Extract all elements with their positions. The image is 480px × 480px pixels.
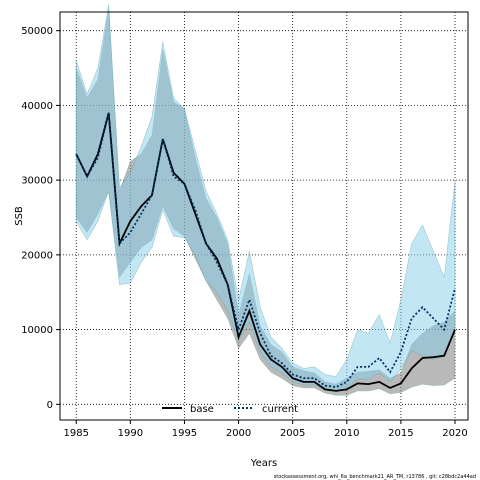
y-tick-label-40000: 40000 <box>21 101 53 112</box>
x-tick-label-2020: 2020 <box>442 428 467 439</box>
plot-frame <box>59 11 469 421</box>
current-line <box>75 112 456 389</box>
y-axis-title: SSB <box>14 206 25 226</box>
x-tick-label-1985: 1985 <box>64 428 89 439</box>
x-tick-label-2010: 2010 <box>334 428 359 439</box>
y-tick-label-20000: 20000 <box>21 250 53 261</box>
legend-current-label: current <box>262 404 298 415</box>
footer-note: stockassessment.org, whi_6a_benchmark21_… <box>274 474 476 480</box>
x-tick-label-2015: 2015 <box>388 428 413 439</box>
legend: base current <box>162 404 298 415</box>
legend-base-label: base <box>190 404 214 415</box>
x-tick-label-1990: 1990 <box>118 428 143 439</box>
y-tick-label-50000: 50000 <box>21 26 53 37</box>
x-axis-title: Years <box>250 458 277 469</box>
x-tick-label-2000: 2000 <box>226 428 251 439</box>
y-axis-ticks: 0 10000 20000 30000 40000 50000 <box>21 26 60 411</box>
x-tick-label-2005: 2005 <box>280 428 305 439</box>
base-line <box>75 112 456 392</box>
x-tick-label-1995: 1995 <box>172 428 197 439</box>
x-axis-ticks: 1985 1990 1995 2000 2005 2010 2015 2020 <box>64 420 468 439</box>
y-tick-label-10000: 10000 <box>21 325 53 336</box>
y-tick-label-30000: 30000 <box>21 176 53 187</box>
series-lines <box>75 112 456 392</box>
y-tick-label-0: 0 <box>47 400 53 411</box>
